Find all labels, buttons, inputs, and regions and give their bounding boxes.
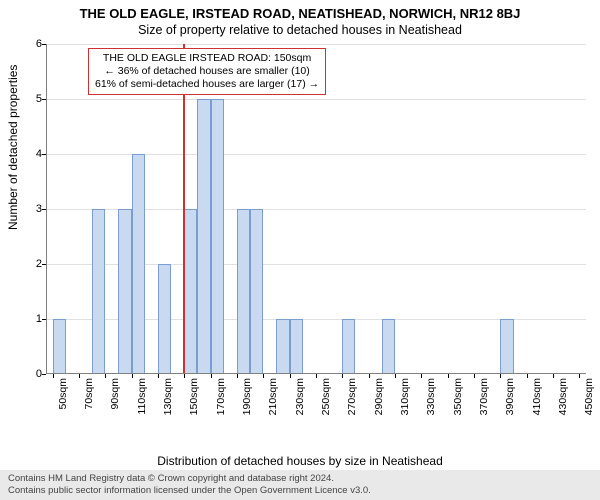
- chart-title-sub: Size of property relative to detached ho…: [0, 21, 600, 37]
- y-tick-label: 0: [18, 368, 42, 380]
- x-axis-label: Distribution of detached houses by size …: [0, 454, 600, 468]
- x-tick-label: 410sqm: [531, 378, 543, 415]
- chart-title-main: THE OLD EAGLE, IRSTEAD ROAD, NEATISHEAD,…: [0, 0, 600, 21]
- legend-line: 61% of semi-detached houses are larger (…: [95, 78, 319, 91]
- x-tick-mark: [448, 374, 449, 378]
- x-tick-label: 150sqm: [188, 378, 200, 415]
- x-tick-mark: [237, 374, 238, 378]
- x-tick-label: 310sqm: [399, 378, 411, 415]
- x-tick-mark: [421, 374, 422, 378]
- x-tick-mark: [395, 374, 396, 378]
- x-tick-label: 170sqm: [215, 378, 227, 415]
- histogram-bar: [382, 319, 395, 374]
- y-tick-label: 4: [18, 148, 42, 160]
- x-tick-label: 230sqm: [294, 378, 306, 415]
- x-tick-label: 110sqm: [136, 378, 148, 415]
- histogram-bar: [290, 319, 303, 374]
- y-tick-label: 2: [18, 258, 42, 270]
- x-tick-mark: [579, 374, 580, 378]
- x-tick-label: 70sqm: [83, 378, 95, 410]
- y-tick-label: 5: [18, 93, 42, 105]
- x-tick-mark: [184, 374, 185, 378]
- histogram-bar: [132, 154, 145, 374]
- x-tick-label: 330sqm: [425, 378, 437, 415]
- gridline: [46, 99, 586, 100]
- x-tick-mark: [316, 374, 317, 378]
- legend-box: THE OLD EAGLE IRSTEAD ROAD: 150sqm← 36% …: [88, 48, 326, 95]
- x-tick-mark: [263, 374, 264, 378]
- histogram-bar: [53, 319, 66, 374]
- y-tick-label: 3: [18, 203, 42, 215]
- x-tick-label: 50sqm: [57, 378, 69, 410]
- y-tick-mark: [42, 374, 46, 375]
- x-tick-label: 90sqm: [109, 378, 121, 410]
- x-tick-mark: [474, 374, 475, 378]
- x-tick-label: 190sqm: [241, 378, 253, 415]
- footer-line2: Contains public sector information licen…: [8, 485, 592, 497]
- histogram-bar: [276, 319, 289, 374]
- histogram-bar: [92, 209, 105, 374]
- x-tick-mark: [527, 374, 528, 378]
- legend-line: ← 36% of detached houses are smaller (10…: [95, 65, 319, 78]
- footer-line1: Contains HM Land Registry data © Crown c…: [8, 473, 592, 485]
- x-tick-label: 450sqm: [583, 378, 595, 415]
- x-tick-label: 210sqm: [267, 378, 279, 415]
- x-tick-label: 370sqm: [478, 378, 490, 415]
- plot-area: 012345650sqm70sqm90sqm110sqm130sqm150sqm…: [46, 44, 586, 374]
- x-tick-mark: [132, 374, 133, 378]
- histogram-bar: [118, 209, 131, 374]
- x-tick-mark: [79, 374, 80, 378]
- x-tick-label: 270sqm: [346, 378, 358, 415]
- histogram-bar: [250, 209, 263, 374]
- x-tick-label: 350sqm: [452, 378, 464, 415]
- x-tick-mark: [553, 374, 554, 378]
- histogram-bar: [197, 99, 210, 374]
- x-tick-mark: [342, 374, 343, 378]
- x-tick-mark: [211, 374, 212, 378]
- x-tick-label: 430sqm: [557, 378, 569, 415]
- x-tick-mark: [369, 374, 370, 378]
- x-tick-label: 250sqm: [320, 378, 332, 415]
- x-tick-mark: [500, 374, 501, 378]
- gridline: [46, 154, 586, 155]
- x-tick-label: 130sqm: [162, 378, 174, 415]
- x-tick-mark: [53, 374, 54, 378]
- x-tick-mark: [290, 374, 291, 378]
- histogram-bar: [237, 209, 250, 374]
- histogram-bar: [500, 319, 513, 374]
- y-tick-label: 1: [18, 313, 42, 325]
- chart-area: 012345650sqm70sqm90sqm110sqm130sqm150sqm…: [46, 44, 586, 424]
- legend-line: THE OLD EAGLE IRSTEAD ROAD: 150sqm: [95, 52, 319, 65]
- y-tick-label: 6: [18, 38, 42, 50]
- histogram-bar: [342, 319, 355, 374]
- x-tick-mark: [105, 374, 106, 378]
- histogram-bar: [211, 99, 224, 374]
- x-tick-mark: [158, 374, 159, 378]
- x-tick-label: 390sqm: [504, 378, 516, 415]
- histogram-bar: [184, 209, 197, 374]
- x-tick-label: 290sqm: [373, 378, 385, 415]
- gridline: [46, 44, 586, 45]
- footer-attribution: Contains HM Land Registry data © Crown c…: [0, 470, 600, 500]
- histogram-bar: [158, 264, 171, 374]
